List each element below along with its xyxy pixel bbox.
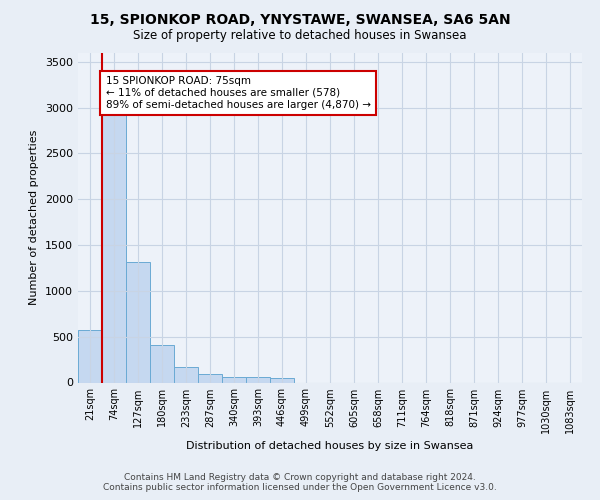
Text: Contains HM Land Registry data © Crown copyright and database right 2024.
Contai: Contains HM Land Registry data © Crown c… [103, 473, 497, 492]
X-axis label: Distribution of detached houses by size in Swansea: Distribution of detached houses by size … [187, 441, 473, 451]
Text: 15 SPIONKOP ROAD: 75sqm
← 11% of detached houses are smaller (578)
89% of semi-d: 15 SPIONKOP ROAD: 75sqm ← 11% of detache… [106, 76, 371, 110]
Text: 15, SPIONKOP ROAD, YNYSTAWE, SWANSEA, SA6 5AN: 15, SPIONKOP ROAD, YNYSTAWE, SWANSEA, SA… [89, 12, 511, 26]
Bar [78, 330, 102, 382]
Bar [126, 262, 150, 382]
Bar [270, 378, 294, 382]
Bar [102, 115, 126, 382]
Bar [222, 377, 246, 382]
Text: Size of property relative to detached houses in Swansea: Size of property relative to detached ho… [133, 29, 467, 42]
Bar [150, 345, 174, 383]
Bar [198, 374, 222, 382]
Bar [246, 378, 270, 382]
Bar [174, 367, 198, 382]
Y-axis label: Number of detached properties: Number of detached properties [29, 130, 40, 305]
